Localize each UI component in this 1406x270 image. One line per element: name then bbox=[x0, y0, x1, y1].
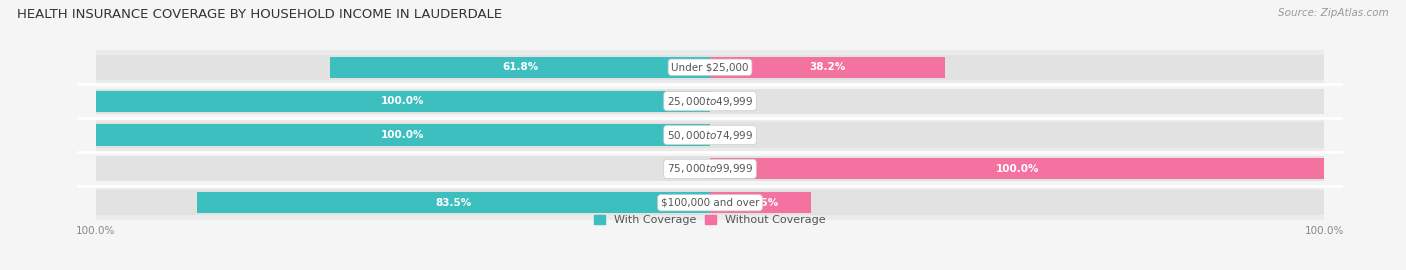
Text: $25,000 to $49,999: $25,000 to $49,999 bbox=[666, 94, 754, 108]
Bar bbox=[96, 124, 710, 146]
Text: Source: ZipAtlas.com: Source: ZipAtlas.com bbox=[1278, 8, 1389, 18]
Text: $75,000 to $99,999: $75,000 to $99,999 bbox=[666, 162, 754, 176]
Bar bbox=[96, 91, 710, 112]
Bar bbox=[96, 118, 1324, 152]
Bar bbox=[710, 192, 811, 213]
Bar bbox=[96, 84, 1324, 118]
Bar bbox=[710, 55, 1324, 80]
Bar bbox=[330, 57, 710, 78]
Bar bbox=[96, 55, 710, 80]
Bar bbox=[710, 156, 1324, 181]
Bar bbox=[96, 50, 1324, 84]
Bar bbox=[96, 89, 710, 114]
Text: Under $25,000: Under $25,000 bbox=[671, 62, 749, 72]
Text: HEALTH INSURANCE COVERAGE BY HOUSEHOLD INCOME IN LAUDERDALE: HEALTH INSURANCE COVERAGE BY HOUSEHOLD I… bbox=[17, 8, 502, 21]
Text: $50,000 to $74,999: $50,000 to $74,999 bbox=[666, 129, 754, 141]
Text: 83.5%: 83.5% bbox=[436, 198, 471, 208]
Legend: With Coverage, Without Coverage: With Coverage, Without Coverage bbox=[589, 210, 831, 230]
Text: 100.0%: 100.0% bbox=[381, 130, 425, 140]
Bar bbox=[96, 123, 710, 147]
Bar bbox=[710, 123, 1324, 147]
Bar bbox=[710, 190, 1324, 215]
Bar bbox=[197, 192, 710, 213]
Text: 0.0%: 0.0% bbox=[720, 130, 748, 140]
Bar bbox=[96, 152, 1324, 186]
Bar bbox=[710, 57, 945, 78]
Text: 0.0%: 0.0% bbox=[720, 96, 748, 106]
Bar bbox=[96, 156, 710, 181]
Text: 100.0%: 100.0% bbox=[995, 164, 1039, 174]
Text: 61.8%: 61.8% bbox=[502, 62, 538, 72]
Text: 16.5%: 16.5% bbox=[742, 198, 779, 208]
Bar bbox=[710, 89, 1324, 114]
Bar bbox=[96, 190, 710, 215]
Bar bbox=[96, 186, 1324, 220]
Text: 38.2%: 38.2% bbox=[810, 62, 845, 72]
Text: 100.0%: 100.0% bbox=[381, 96, 425, 106]
Text: $100,000 and over: $100,000 and over bbox=[661, 198, 759, 208]
Bar bbox=[710, 158, 1324, 179]
